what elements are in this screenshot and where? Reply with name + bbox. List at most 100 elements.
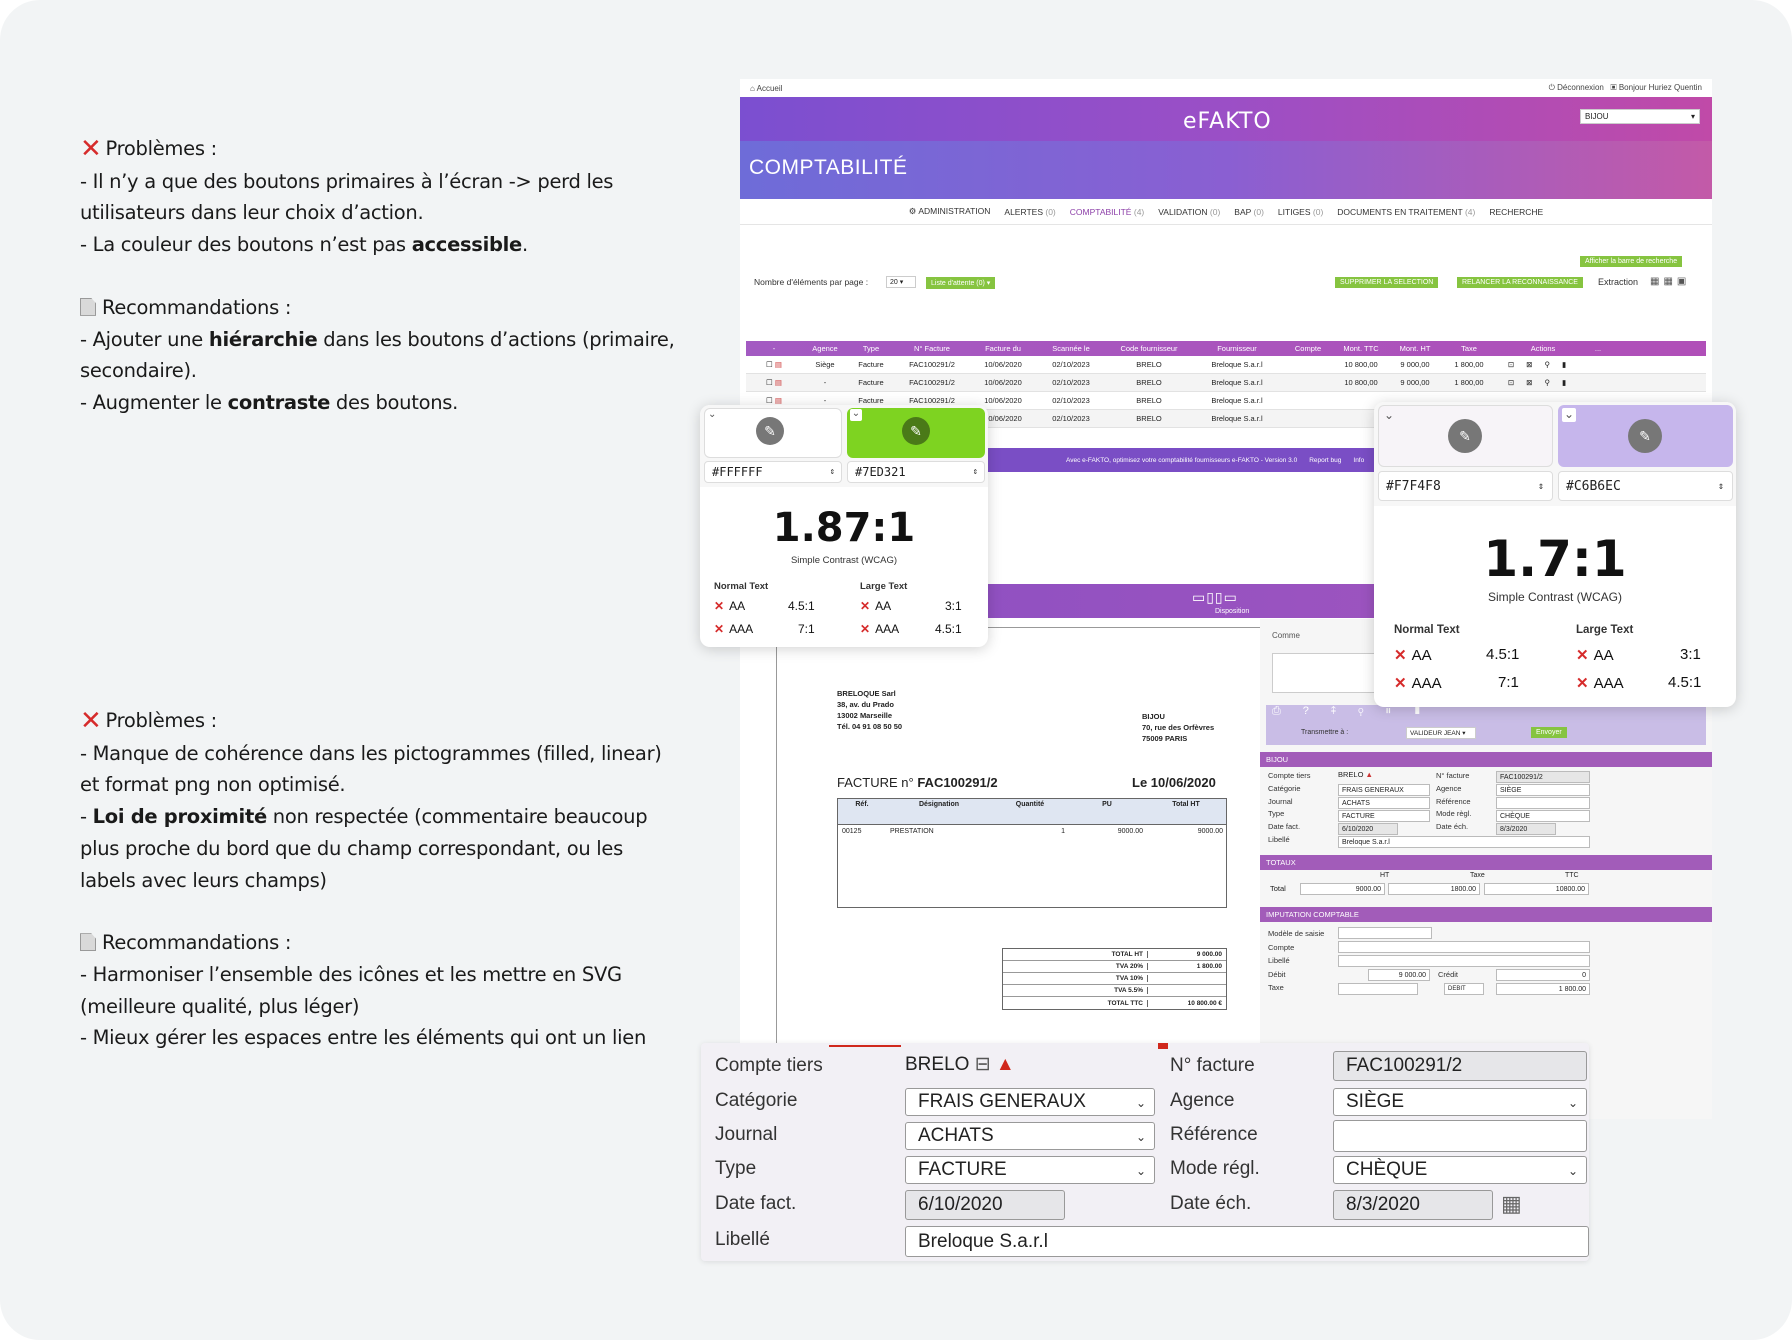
large-text-heading: Large Text xyxy=(860,581,908,592)
reference-input[interactable] xyxy=(1333,1120,1587,1152)
eyedropper-icon[interactable]: ✎ xyxy=(902,417,930,445)
libelle-label: Libellé xyxy=(715,1229,770,1250)
wcag-threshold: 3:1 xyxy=(1680,646,1701,663)
no-facture-small[interactable]: FAC100291/2 xyxy=(1496,771,1590,783)
problems-title: Problèmes : xyxy=(105,137,218,160)
problem-text: - La couleur des boutons n’est pas acces… xyxy=(80,233,528,257)
chevron-down-icon[interactable]: ⌄ xyxy=(850,408,862,421)
agence-select-small[interactable]: SIÈGE xyxy=(1496,784,1590,796)
eyedropper-icon[interactable]: ✎ xyxy=(1628,419,1662,453)
agence-select[interactable]: SIÈGE ⌄ xyxy=(1333,1088,1587,1116)
agence-label: Agence xyxy=(1170,1090,1235,1111)
problem-text: - Manque de cohérence dans les pictogram… xyxy=(80,741,662,797)
company-select[interactable]: BIJOU ▾ xyxy=(1580,109,1700,124)
nav-bap[interactable]: BAP (0) xyxy=(1234,206,1264,217)
transmit-select[interactable]: VALIDEUR JEAN ▾ xyxy=(1406,727,1476,739)
extraction-label: Extraction xyxy=(1598,277,1639,287)
chevron-down-icon[interactable]: ⌄ xyxy=(708,409,717,420)
bg-hex-input[interactable]: #C6B6EC ⇕ xyxy=(1558,471,1733,501)
date-ech-label: Date éch. xyxy=(1170,1193,1252,1214)
export-icons[interactable]: ▦▦▣ xyxy=(1650,276,1691,287)
invoice-date: Le 10/06/2020 xyxy=(1132,775,1216,790)
mode-select-small[interactable]: CHÈQUE xyxy=(1496,810,1590,822)
calendar-icon[interactable]: ▦ xyxy=(1501,1191,1522,1216)
chevron-down-icon[interactable]: ⌄ xyxy=(1384,408,1395,422)
journal-select[interactable]: ACHATS ⌄ xyxy=(905,1122,1155,1150)
date-ech-small[interactable]: 8/3/2020 xyxy=(1496,823,1556,835)
imputation-libelle[interactable] xyxy=(1338,955,1590,967)
nav-litiges[interactable]: LITIGES (0) xyxy=(1277,206,1324,217)
wcag-result: ✕ AAA xyxy=(714,622,754,636)
debit-input[interactable]: 9 000.00 xyxy=(1368,969,1430,981)
table-row[interactable]: ☐ ▤ - Facture FAC100291/2 10/06/2020 02/10/2… xyxy=(746,392,1706,410)
document-icon xyxy=(80,933,96,952)
journal-label: Journal xyxy=(715,1124,778,1145)
date-fact-input[interactable]: 6/10/2020 xyxy=(905,1190,1065,1220)
nav-alertes[interactable]: ALERTES (0) xyxy=(1004,206,1056,217)
zoomed-form: Compte tiers BRELO ⊟ ▲ Catégorie FRAIS G… xyxy=(701,1043,1589,1261)
chevron-down-icon[interactable]: ⌄ xyxy=(1562,407,1576,422)
journal-select-small[interactable]: ACHATS xyxy=(1338,797,1430,809)
spacing-marker xyxy=(829,1045,901,1047)
problems-title: Problèmes : xyxy=(105,709,218,732)
per-page-select[interactable]: 20 ▾ xyxy=(886,276,916,288)
delete-selection-button[interactable]: SUPPRIMER LA SELECTION xyxy=(1335,277,1439,288)
modele-select[interactable] xyxy=(1338,927,1432,939)
type-select-small[interactable]: FACTURE xyxy=(1338,810,1430,822)
info-link[interactable]: Info xyxy=(1353,456,1365,464)
waitlist-button[interactable]: Liste d'attente (0) ▾ xyxy=(926,277,996,289)
wcag-result: ✕ AA xyxy=(860,599,892,613)
top-bar: ⌂ Accueil ⏻ Déconnexion ▣ Bonjour Huriez… xyxy=(740,79,1712,97)
compte-select[interactable] xyxy=(1338,941,1590,953)
problem-text: - Il n’y a que des boutons primaires à l… xyxy=(80,169,614,225)
nav-validation[interactable]: VALIDATION (0) xyxy=(1158,206,1221,217)
date-ech-input[interactable]: 8/3/2020 xyxy=(1333,1190,1493,1220)
table-row[interactable]: ☐ ▤ Siège Facture FAC100291/2 10/06/2020 02/… xyxy=(746,356,1706,374)
nav-comptabilite[interactable]: COMPTABILITÉ (4) xyxy=(1069,206,1145,217)
wcag-result: ✕ AAA xyxy=(1576,675,1624,692)
taxe-amount[interactable]: 1 800.00 xyxy=(1496,983,1590,995)
show-search-button[interactable]: Afficher la barre de recherche xyxy=(1580,256,1683,267)
eyedropper-icon[interactable]: ✎ xyxy=(1448,419,1482,453)
send-button[interactable]: Envoyer xyxy=(1531,727,1567,738)
no-facture-input[interactable]: FAC100291/2 xyxy=(1333,1051,1587,1081)
tab-icons[interactable]: ⎙?⇞⚲⏸▮ xyxy=(1272,705,1444,717)
logout-link[interactable]: ⏻ Déconnexion xyxy=(1548,83,1604,92)
row-action-icons[interactable]: ⊡⊠⚲▮ xyxy=(1507,360,1579,369)
compte-tiers-label: Compte tiers xyxy=(715,1055,823,1076)
fg-hex-input[interactable]: #F7F4F8 ⇕ xyxy=(1378,471,1553,501)
user-link[interactable]: ▣ Bonjour Huriez Quentin xyxy=(1610,83,1702,92)
nav-recherche[interactable]: RECHERCHE xyxy=(1489,206,1544,217)
categorie-select-small[interactable]: FRAIS GENERAUX xyxy=(1338,784,1430,796)
row-action-icons[interactable]: ⊡⊠⚲▮ xyxy=(1507,378,1579,387)
report-bug-link[interactable]: Report bug xyxy=(1309,456,1342,464)
type-select[interactable]: FACTURE ⌄ xyxy=(905,1156,1155,1184)
relaunch-button[interactable]: RELANCER LA RECONNAISSANCE xyxy=(1457,277,1583,288)
problem-text: - Loi de proximité non respectée (commen… xyxy=(80,805,648,892)
nav-administration[interactable]: ⚙ ADMINISTRATION xyxy=(908,206,991,216)
table-row[interactable]: ☐ ▤ - Facture FAC100291/2 10/06/2020 02/10/2… xyxy=(746,374,1706,392)
ttc-label: TTC xyxy=(1565,872,1579,879)
chevron-down-icon: ⌄ xyxy=(1135,1130,1146,1144)
eyedropper-icon[interactable]: ✎ xyxy=(756,417,784,445)
home-link[interactable]: ⌂ Accueil xyxy=(750,83,783,93)
contrast-ratio: 1.87:1 xyxy=(772,505,916,551)
bg-hex-input[interactable]: #7ED321 ⇕ xyxy=(847,461,985,483)
credit-input[interactable]: 0 xyxy=(1496,969,1590,981)
fg-hex-input[interactable]: #FFFFFF ⇕ xyxy=(704,461,842,483)
bijou-labels: Compte tiers Catégorie Journal Type Date fac… xyxy=(1268,771,1311,844)
libelle-input[interactable]: Breloque S.a.r.l xyxy=(905,1226,1589,1257)
disposition-icons[interactable]: ▭▯▯▭ xyxy=(1192,589,1238,605)
ht-label: HT xyxy=(1380,872,1390,879)
reference-small[interactable] xyxy=(1496,797,1590,809)
date-fact-small[interactable]: 6/10/2020 xyxy=(1338,823,1398,835)
invoice-document: BRELOQUE Sarl 38, av. du Prado 13002 Marse… xyxy=(776,627,1288,1047)
libelle-small[interactable]: Breloque S.a.r.l xyxy=(1338,836,1590,848)
taxe-select[interactable] xyxy=(1338,983,1418,995)
disposition-label: Disposition xyxy=(1215,608,1250,615)
spacing-marker xyxy=(1158,1043,1168,1049)
categorie-select[interactable]: FRAIS GENERAUX ⌄ xyxy=(905,1088,1155,1116)
nav-documents[interactable]: DOCUMENTS EN TRAITEMENT (4) xyxy=(1337,206,1476,217)
mode-select[interactable]: CHÈQUE ⌄ xyxy=(1333,1156,1587,1184)
sens-select[interactable]: DEBIT xyxy=(1444,983,1484,995)
